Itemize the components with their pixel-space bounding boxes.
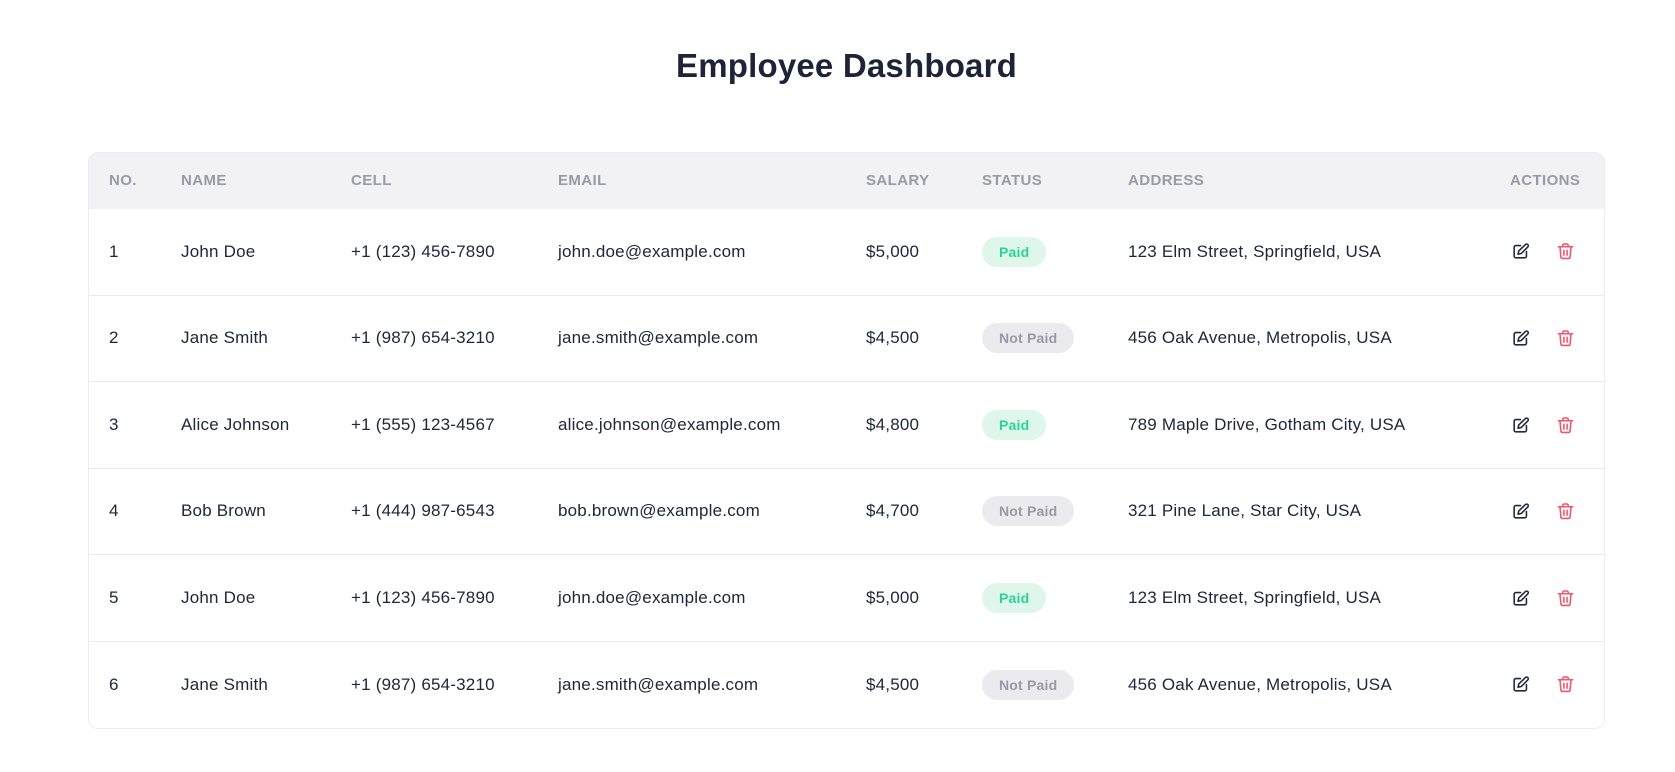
status-badge: Not Paid	[982, 323, 1075, 354]
delete-button[interactable]	[1556, 502, 1576, 522]
table-header-row: NO. NAME CELL EMAIL SALARY STATUS ADDRES…	[89, 152, 1604, 209]
table-row: 5 John Doe +1 (123) 456-7890 john.doe@ex…	[89, 554, 1604, 642]
cell-name: Jane Smith	[181, 674, 269, 694]
cell-actions	[1490, 295, 1604, 382]
table-body: 1 John Doe +1 (123) 456-7890 john.doe@ex…	[89, 208, 1604, 728]
table-row: 3 Alice Johnson +1 (555) 123-4567 alice.…	[89, 381, 1604, 469]
cell-salary: $5,000	[866, 587, 920, 607]
cell-email: john.doe@example.com	[558, 587, 746, 607]
cell-actions	[1490, 641, 1604, 728]
cell-name: Alice Johnson	[181, 414, 290, 434]
cell-name: Jane Smith	[181, 328, 269, 348]
table-row: 6 Jane Smith +1 (987) 654-3210 jane.smit…	[89, 641, 1604, 728]
column-header-address: ADDRESS	[1128, 172, 1205, 190]
cell-no: 5	[109, 587, 119, 607]
cell-email: jane.smith@example.com	[558, 674, 759, 694]
employee-table-card: NO. NAME CELL EMAIL SALARY STATUS ADDRES…	[88, 151, 1605, 729]
cell-status: Not Paid	[962, 468, 1108, 555]
cell-email: alice.johnson@example.com	[558, 414, 781, 434]
table-row: 4 Bob Brown +1 (444) 987-6543 bob.brown@…	[89, 468, 1604, 555]
cell-address: 789 Maple Drive, Gotham City, USA	[1128, 414, 1406, 434]
table-row: 2 Jane Smith +1 (987) 654-3210 jane.smit…	[89, 295, 1604, 382]
status-badge: Not Paid	[982, 496, 1075, 527]
cell-address: 123 Elm Street, Springfield, USA	[1128, 241, 1382, 261]
cell-cell: +1 (987) 654-3210	[351, 674, 495, 694]
cell-no: 2	[109, 328, 119, 348]
cell-no: 1	[109, 241, 119, 261]
cell-cell: +1 (987) 654-3210	[351, 328, 495, 348]
status-badge: Not Paid	[982, 669, 1075, 700]
status-badge: Paid	[982, 409, 1047, 440]
cell-name: John Doe	[181, 241, 256, 261]
cell-no: 6	[109, 674, 119, 694]
edit-button[interactable]	[1510, 675, 1530, 695]
cell-address: 123 Elm Street, Springfield, USA	[1128, 587, 1382, 607]
cell-cell: +1 (444) 987-6543	[351, 501, 495, 521]
cell-actions	[1490, 555, 1604, 642]
column-header-email: EMAIL	[558, 172, 607, 190]
edit-button[interactable]	[1510, 242, 1530, 262]
column-header-no: NO.	[109, 172, 137, 190]
delete-button[interactable]	[1556, 329, 1576, 349]
cell-status: Paid	[962, 555, 1108, 642]
cell-address: 456 Oak Avenue, Metropolis, USA	[1128, 328, 1392, 348]
delete-button[interactable]	[1556, 415, 1576, 435]
table-header: NO. NAME CELL EMAIL SALARY STATUS ADDRES…	[89, 152, 1604, 209]
cell-salary: $4,500	[866, 328, 920, 348]
column-header-actions: ACTIONS	[1510, 172, 1581, 190]
column-header-name: NAME	[181, 172, 227, 190]
status-badge: Paid	[982, 582, 1047, 613]
cell-email: jane.smith@example.com	[558, 328, 759, 348]
edit-button[interactable]	[1510, 329, 1530, 349]
edit-button[interactable]	[1510, 588, 1530, 608]
cell-address: 456 Oak Avenue, Metropolis, USA	[1128, 674, 1392, 694]
cell-name: Bob Brown	[181, 501, 266, 521]
edit-button[interactable]	[1510, 502, 1530, 522]
cell-salary: $4,700	[866, 501, 920, 521]
cell-address: 321 Pine Lane, Star City, USA	[1128, 501, 1362, 521]
cell-status: Not Paid	[962, 295, 1108, 382]
cell-email: john.doe@example.com	[558, 241, 746, 261]
cell-actions	[1490, 382, 1604, 469]
delete-button[interactable]	[1556, 588, 1576, 608]
cell-salary: $4,500	[866, 674, 920, 694]
column-header-salary: SALARY	[866, 172, 930, 190]
status-badge: Paid	[982, 236, 1047, 267]
cell-status: Not Paid	[962, 641, 1108, 728]
cell-name: John Doe	[181, 587, 256, 607]
cell-actions	[1490, 209, 1604, 296]
page-title: Employee Dashboard	[675, 47, 1018, 84]
cell-cell: +1 (123) 456-7890	[351, 587, 495, 607]
cell-no: 3	[109, 414, 119, 434]
cell-no: 4	[109, 501, 119, 521]
column-header-cell: CELL	[351, 172, 392, 190]
employee-table: NO. NAME CELL EMAIL SALARY STATUS ADDRES…	[89, 152, 1604, 728]
cell-salary: $5,000	[866, 241, 920, 261]
cell-email: bob.brown@example.com	[558, 501, 760, 521]
delete-button[interactable]	[1556, 242, 1576, 262]
cell-status: Paid	[962, 209, 1108, 296]
cell-salary: $4,800	[866, 414, 920, 434]
cell-cell: +1 (123) 456-7890	[351, 241, 495, 261]
column-header-status: STATUS	[982, 172, 1043, 190]
cell-status: Paid	[962, 382, 1108, 469]
edit-button[interactable]	[1510, 415, 1530, 435]
cell-actions	[1490, 468, 1604, 555]
table-row: 1 John Doe +1 (123) 456-7890 john.doe@ex…	[89, 208, 1604, 296]
cell-cell: +1 (555) 123-4567	[351, 414, 495, 434]
delete-button[interactable]	[1556, 675, 1576, 695]
